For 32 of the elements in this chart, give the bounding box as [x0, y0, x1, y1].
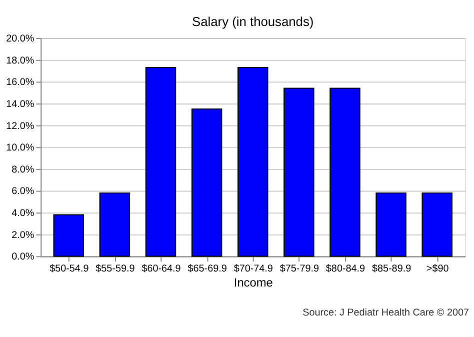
x-tick-label: $70-74.9 — [234, 264, 274, 275]
bar — [53, 214, 84, 257]
y-tick-label: 4.0% — [12, 208, 34, 220]
y-tick-label: 0.0% — [12, 252, 34, 263]
y-tick-label: 14.0% — [6, 98, 34, 110]
x-tick-label: $75-79.9 — [280, 264, 320, 275]
y-tick-label: 12.0% — [6, 120, 34, 132]
x-tick-label: >$90 — [426, 264, 450, 275]
x-tick-label: $85-89.9 — [372, 264, 412, 275]
bar — [284, 88, 314, 257]
bar — [145, 67, 176, 257]
x-tick-label: $50-54.9 — [50, 264, 90, 275]
bar — [237, 67, 268, 257]
y-tick-label: 8.0% — [12, 164, 34, 176]
bar — [99, 192, 130, 257]
x-axis-title: Income — [234, 275, 274, 290]
y-tick-label: 2.0% — [12, 230, 34, 241]
bar — [330, 88, 360, 257]
bar — [376, 192, 406, 257]
y-tick-label: 6.0% — [12, 186, 34, 198]
x-tick-label: $55-59.9 — [96, 264, 136, 275]
source-note: Source: J Pediatr Health Care © 2007 — [302, 308, 470, 319]
x-tick-label: $80-84.9 — [326, 264, 366, 275]
y-tick-label: 10.0% — [6, 142, 34, 154]
x-tick-label: $60-64.9 — [142, 264, 182, 275]
y-tick-label: 20.0% — [6, 34, 34, 45]
y-tick-label: 18.0% — [6, 55, 34, 66]
bar — [422, 192, 452, 257]
bar — [191, 108, 222, 257]
y-tick-label: 16.0% — [6, 77, 34, 88]
chart-title: Salary (in thousands) — [192, 14, 314, 30]
x-tick-label: $65-69.9 — [188, 264, 228, 275]
